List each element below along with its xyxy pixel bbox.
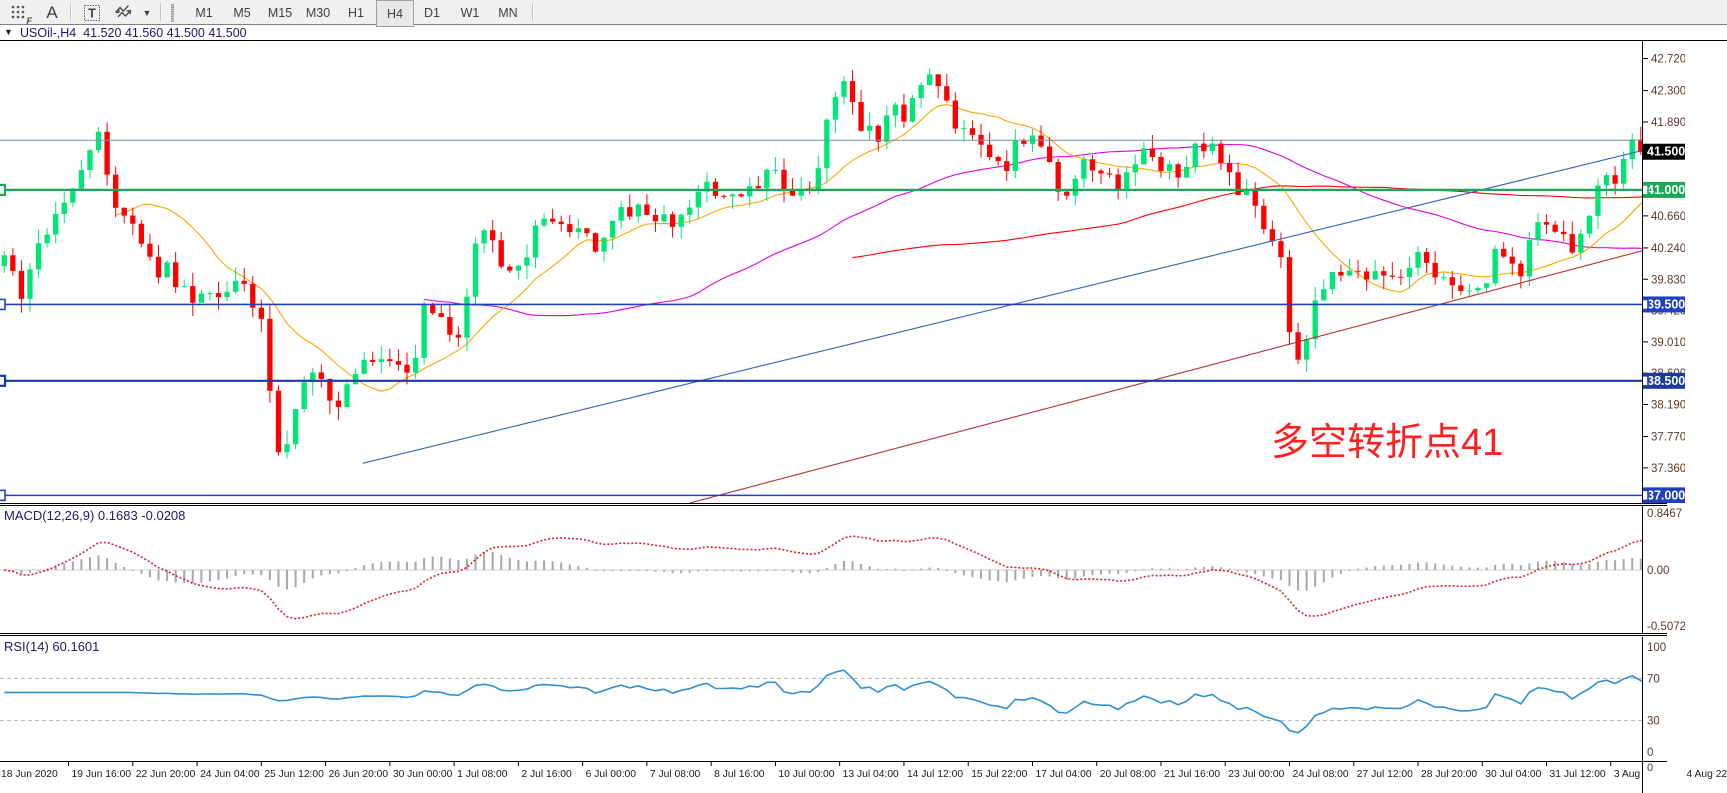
svg-text:多空转折点41: 多空转折点41 [1271, 422, 1503, 464]
svg-text:21 Jul 16:00: 21 Jul 16:00 [1164, 769, 1220, 780]
svg-text:14 Jul 12:00: 14 Jul 12:00 [907, 769, 963, 780]
svg-text:20 Jul 08:00: 20 Jul 08:00 [1100, 769, 1156, 780]
svg-text:70: 70 [1647, 674, 1660, 686]
svg-text:27 Jul 12:00: 27 Jul 12:00 [1357, 769, 1413, 780]
svg-text:RSI(14) 60.1601: RSI(14) 60.1601 [4, 639, 99, 654]
svg-text:0: 0 [1647, 747, 1653, 759]
svg-text:23 Jul 00:00: 23 Jul 00:00 [1228, 769, 1284, 780]
svg-text:38.190: 38.190 [1651, 399, 1685, 411]
svg-text:0.00: 0.00 [1647, 565, 1669, 577]
svg-text:30 Jun 00:00: 30 Jun 00:00 [393, 769, 453, 780]
svg-text:41.890: 41.890 [1651, 117, 1685, 129]
svg-text:MACD(12,26,9) 0.1683 -0.0208: MACD(12,26,9) 0.1683 -0.0208 [4, 508, 185, 523]
svg-text:4 Aug 22:00: 4 Aug 22:00 [1687, 769, 1727, 780]
svg-text:28 Jul 20:00: 28 Jul 20:00 [1421, 769, 1477, 780]
svg-text:2 Jul 16:00: 2 Jul 16:00 [521, 769, 572, 780]
svg-text:41.500: 41.500 [1647, 145, 1685, 159]
svg-text:1 Jul 08:00: 1 Jul 08:00 [457, 769, 508, 780]
svg-text:24 Jul 08:00: 24 Jul 08:00 [1293, 769, 1349, 780]
svg-text:37.360: 37.360 [1651, 463, 1685, 475]
svg-text:22 Jun 20:00: 22 Jun 20:00 [136, 769, 196, 780]
svg-text:31 Jul 12:00: 31 Jul 12:00 [1550, 769, 1606, 780]
svg-text:30: 30 [1647, 716, 1660, 728]
svg-text:26 Jun 20:00: 26 Jun 20:00 [329, 769, 389, 780]
svg-text:39.500: 39.500 [1647, 297, 1685, 311]
svg-text:42.720: 42.720 [1651, 54, 1685, 66]
svg-text:40.240: 40.240 [1651, 243, 1685, 255]
svg-text:25 Jun 12:00: 25 Jun 12:00 [264, 769, 324, 780]
svg-text:13 Jul 04:00: 13 Jul 04:00 [843, 769, 899, 780]
svg-text:-0.5072: -0.5072 [1647, 621, 1685, 633]
svg-text:100: 100 [1647, 642, 1666, 654]
svg-text:37.000: 37.000 [1647, 488, 1685, 502]
svg-text:7 Jul 08:00: 7 Jul 08:00 [650, 769, 701, 780]
svg-text:41.000: 41.000 [1647, 183, 1685, 197]
svg-text:19 Jun 16:00: 19 Jun 16:00 [72, 769, 132, 780]
svg-text:38.500: 38.500 [1647, 374, 1685, 388]
svg-text:37.770: 37.770 [1651, 432, 1685, 444]
svg-text:30 Jul 04:00: 30 Jul 04:00 [1485, 769, 1541, 780]
svg-text:8 Jul 16:00: 8 Jul 16:00 [714, 769, 765, 780]
svg-text:42.300: 42.300 [1651, 86, 1685, 98]
svg-text:6 Jul 00:00: 6 Jul 00:00 [586, 769, 637, 780]
svg-text:15 Jul 22:00: 15 Jul 22:00 [971, 769, 1027, 780]
svg-text:17 Jul 04:00: 17 Jul 04:00 [1035, 769, 1091, 780]
svg-text:24 Jun 04:00: 24 Jun 04:00 [200, 769, 260, 780]
svg-text:10 Jul 00:00: 10 Jul 00:00 [778, 769, 834, 780]
svg-text:T: T [88, 6, 96, 20]
svg-text:0.8467: 0.8467 [1647, 508, 1682, 520]
svg-text:40.660: 40.660 [1651, 211, 1685, 223]
svg-text:39.830: 39.830 [1651, 274, 1685, 286]
svg-text:39.010: 39.010 [1651, 337, 1685, 349]
svg-text:18 Jun 2020: 18 Jun 2020 [1, 769, 58, 780]
